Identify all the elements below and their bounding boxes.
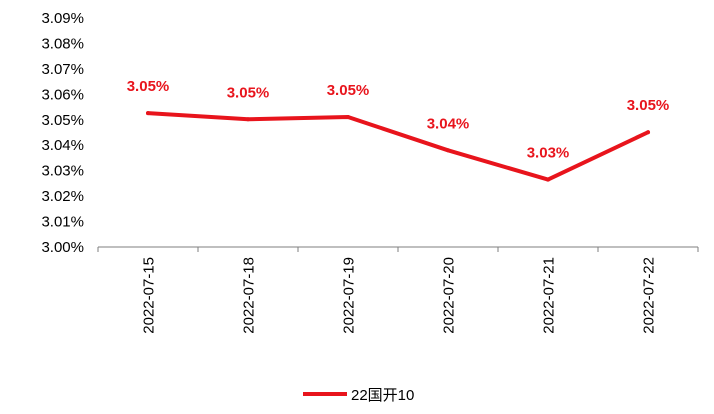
series-layer xyxy=(146,111,650,182)
legend-label: 22国开10 xyxy=(351,387,414,404)
legend: 22国开10 xyxy=(303,387,414,404)
x-axis: 2022-07-15 2022-07-18 2022-07-19 2022-07-20… xyxy=(97,247,699,334)
data-point xyxy=(346,114,350,119)
y-tick-label: 3.00% xyxy=(41,239,84,256)
data-label: 3.05% xyxy=(127,78,170,95)
x-tick-label: 2022-07-15 xyxy=(140,257,157,334)
y-tick-label: 3.04% xyxy=(41,137,84,154)
data-point xyxy=(546,177,550,182)
x-tick-label: 2022-07-20 xyxy=(440,257,457,334)
y-tick-label: 3.06% xyxy=(41,86,84,103)
x-tick-label: 2022-07-22 xyxy=(640,257,657,334)
series-line xyxy=(146,111,650,182)
data-point xyxy=(446,148,450,153)
x-tick-label: 2022-07-18 xyxy=(240,257,257,334)
data-label: 3.05% xyxy=(327,82,370,99)
y-tick-label: 3.01% xyxy=(41,214,84,231)
y-tick-label: 3.03% xyxy=(41,163,84,180)
y-axis: 3.00% 3.01% 3.02% 3.03% 3.04% 3.05% 3.06% 3.07%… xyxy=(41,10,84,256)
data-point xyxy=(146,111,150,116)
x-tick-label: 2022-07-19 xyxy=(340,257,357,334)
y-tick-label: 3.07% xyxy=(41,61,84,78)
data-labels: 3.05% 3.05% 3.05% 3.04% 3.03% 3.05% xyxy=(127,78,670,161)
data-label: 3.05% xyxy=(227,84,270,101)
data-label: 3.05% xyxy=(627,97,670,114)
x-tick-label: 2022-07-21 xyxy=(540,257,557,334)
y-tick-label: 3.08% xyxy=(41,35,84,52)
data-point xyxy=(246,117,250,122)
data-point xyxy=(646,130,650,135)
y-tick-label: 3.05% xyxy=(41,112,84,129)
y-tick-label: 3.09% xyxy=(41,10,84,27)
data-label: 3.04% xyxy=(427,115,470,132)
data-label: 3.03% xyxy=(527,145,570,162)
y-tick-label: 3.02% xyxy=(41,188,84,205)
